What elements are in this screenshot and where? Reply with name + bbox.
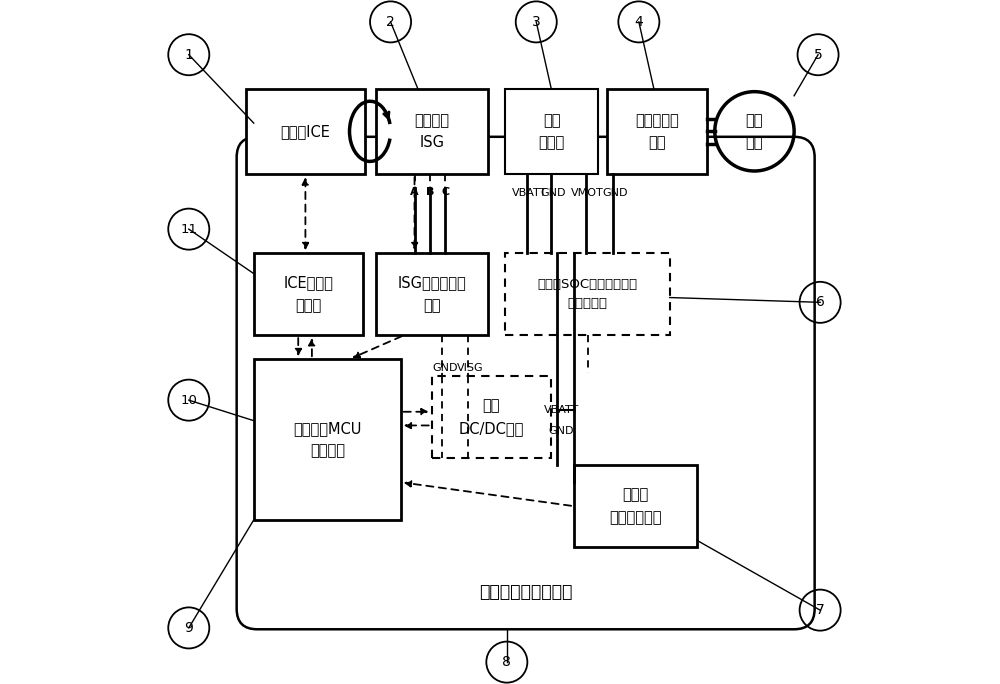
Bar bbox=[376, 253, 488, 335]
Text: VMOT: VMOT bbox=[570, 188, 603, 198]
Text: 6: 6 bbox=[816, 295, 825, 309]
Text: 5: 5 bbox=[814, 48, 822, 62]
Text: A: A bbox=[410, 187, 419, 196]
Text: 车载
蓄电池: 车载 蓄电池 bbox=[539, 113, 565, 150]
Text: 蓄电池SOC、驱动需求功
率检测电路: 蓄电池SOC、驱动需求功 率检测电路 bbox=[537, 278, 638, 310]
Text: 8: 8 bbox=[502, 655, 511, 669]
Text: 4: 4 bbox=[634, 15, 643, 29]
Text: 7: 7 bbox=[816, 603, 824, 617]
Text: 驱动电机控
制器: 驱动电机控 制器 bbox=[635, 113, 679, 150]
Text: 微控制器MCU
最小系统: 微控制器MCU 最小系统 bbox=[293, 421, 361, 458]
Text: GND: GND bbox=[549, 426, 574, 436]
Text: GND: GND bbox=[433, 363, 458, 373]
Text: 10: 10 bbox=[180, 393, 197, 407]
Bar bbox=[246, 89, 365, 174]
Bar bbox=[607, 89, 707, 174]
Text: 1: 1 bbox=[184, 48, 193, 62]
Text: 9: 9 bbox=[184, 621, 193, 635]
Text: B: B bbox=[426, 187, 434, 196]
Text: ICE负荷调
整电路: ICE负荷调 整电路 bbox=[284, 276, 333, 313]
Bar bbox=[376, 89, 488, 174]
Text: VBATT: VBATT bbox=[512, 188, 547, 198]
Text: 轮毂
电机: 轮毂 电机 bbox=[746, 113, 763, 150]
Text: 3: 3 bbox=[532, 15, 541, 29]
FancyBboxPatch shape bbox=[237, 137, 815, 629]
Text: 整车能量管理控制器: 整车能量管理控制器 bbox=[479, 583, 572, 601]
Text: C: C bbox=[441, 187, 449, 196]
Bar bbox=[505, 253, 670, 335]
Text: VBATT: VBATT bbox=[544, 406, 579, 415]
Text: 双向
DC/DC电路: 双向 DC/DC电路 bbox=[459, 399, 524, 436]
Text: ISG整流与逆变
电路: ISG整流与逆变 电路 bbox=[398, 276, 466, 313]
Bar bbox=[254, 253, 363, 335]
Bar bbox=[505, 89, 598, 174]
Text: 2: 2 bbox=[386, 15, 395, 29]
Bar bbox=[574, 465, 697, 547]
Text: 控制器
电源调整电路: 控制器 电源调整电路 bbox=[609, 488, 662, 525]
Text: VISG: VISG bbox=[457, 363, 484, 373]
Bar bbox=[432, 376, 551, 458]
Text: GND: GND bbox=[602, 188, 628, 198]
Text: 起动发电
ISG: 起动发电 ISG bbox=[414, 113, 449, 150]
Bar bbox=[254, 359, 401, 520]
Text: 内燃机ICE: 内燃机ICE bbox=[280, 124, 330, 139]
Text: 11: 11 bbox=[180, 222, 197, 236]
Text: GND: GND bbox=[541, 188, 566, 198]
